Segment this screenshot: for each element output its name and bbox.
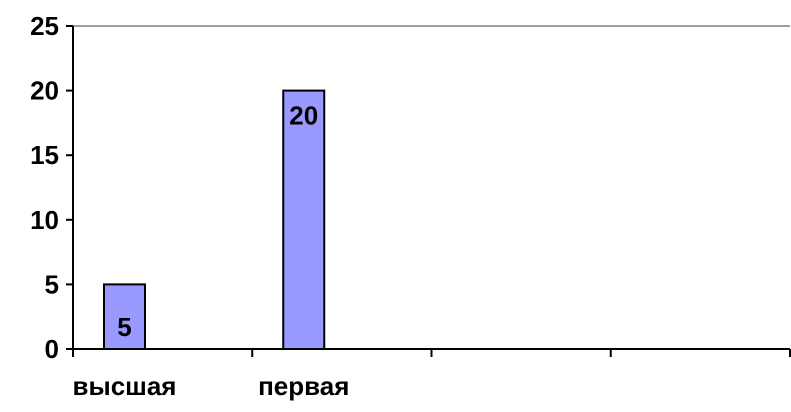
y-tick-label: 5 [45, 269, 59, 299]
data-label: 5 [117, 312, 131, 342]
y-tick-label: 10 [30, 205, 59, 235]
data-label: 20 [289, 101, 318, 131]
bar [103, 283, 146, 350]
x-category-label: первая [258, 371, 349, 401]
y-tick-label: 20 [30, 76, 59, 106]
axes [66, 25, 791, 357]
y-tick-label: 25 [30, 11, 59, 41]
bar [282, 89, 326, 350]
x-category-label: высшая [73, 371, 177, 401]
labels: 0 5 10 15 20 25 5 высшая 20 первая [30, 11, 349, 401]
bars [103, 89, 326, 350]
y-tick-label: 15 [30, 140, 59, 170]
y-tick-label: 0 [45, 334, 59, 364]
